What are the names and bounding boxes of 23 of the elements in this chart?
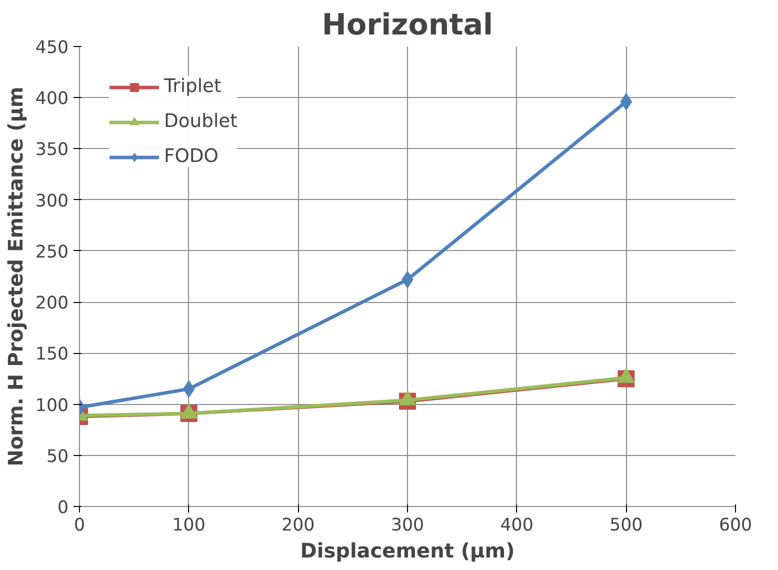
- y-tick-label: 200: [35, 294, 69, 314]
- y-tick-label: 450: [35, 38, 69, 58]
- chart-title: Horizontal: [322, 8, 494, 42]
- y-tick-label: 350: [35, 140, 69, 160]
- legend-label: Doublet: [164, 111, 238, 132]
- y-tick-label: 150: [35, 344, 69, 365]
- x-tick-label: 500: [610, 516, 643, 536]
- x-tick-label: 100: [172, 516, 206, 536]
- x-tick-label: 200: [282, 516, 315, 536]
- x-tick-label: 600: [718, 516, 752, 536]
- y-tick-label: 400: [35, 89, 69, 110]
- y-tick-label: 0: [57, 498, 69, 518]
- y-tick-label: 250: [35, 242, 69, 262]
- y-tick-label: 50: [46, 446, 69, 467]
- x-tick-label: 300: [390, 516, 424, 536]
- x-tick-label: 0: [74, 516, 86, 536]
- legend-label: FODO: [164, 146, 218, 167]
- y-axis-title: Norm. H Projected Emittance (µm: [3, 86, 28, 466]
- x-tick-label: 400: [500, 516, 534, 536]
- y-tick-label: 100: [35, 396, 69, 416]
- x-axis-title: Displacement (µm): [300, 538, 515, 562]
- y-tick-label: 300: [35, 191, 69, 212]
- legend-label: Triplet: [164, 76, 222, 97]
